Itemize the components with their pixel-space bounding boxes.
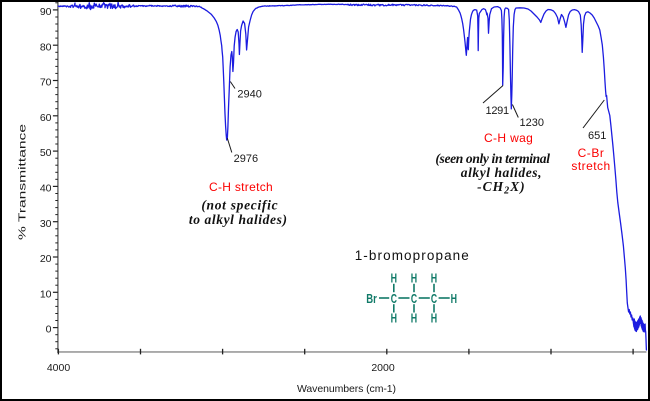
svg-text:H: H (431, 311, 437, 326)
svg-text:H: H (451, 291, 457, 306)
svg-text:20: 20 (40, 253, 52, 265)
svg-text:30: 30 (40, 218, 52, 230)
svg-text:2976: 2976 (234, 153, 258, 165)
svg-text:10: 10 (40, 288, 52, 300)
svg-text:C-H stretch: C-H stretch (209, 180, 273, 194)
svg-text:C: C (431, 291, 438, 306)
svg-text:H: H (431, 270, 437, 285)
svg-text:40: 40 (40, 183, 52, 195)
svg-text:Wavenumbers (cm-1): Wavenumbers (cm-1) (297, 383, 396, 395)
svg-text:Br: Br (366, 291, 377, 306)
svg-text:H: H (411, 270, 417, 285)
svg-text:60: 60 (40, 112, 52, 124)
svg-text:1-bromopropane: 1-bromopropane (355, 248, 470, 263)
svg-text:% Transmittance: % Transmittance (17, 124, 29, 240)
svg-text:1230: 1230 (520, 117, 544, 129)
svg-text:alkyl halides,: alkyl halides, (461, 165, 542, 180)
svg-text:0: 0 (46, 324, 52, 336)
svg-text:2000: 2000 (371, 362, 395, 374)
svg-text:C: C (411, 291, 418, 306)
svg-text:90: 90 (40, 6, 52, 18)
svg-text:to alkyl halides): to alkyl halides) (189, 212, 288, 227)
svg-text:80: 80 (40, 41, 52, 53)
svg-text:70: 70 (40, 77, 52, 89)
svg-text:2940: 2940 (237, 89, 261, 101)
svg-text:651: 651 (588, 130, 606, 142)
svg-text:H: H (411, 311, 417, 326)
svg-text:(seen only in terminal: (seen only in terminal (435, 151, 550, 166)
svg-text:4000: 4000 (47, 362, 71, 374)
svg-text:50: 50 (40, 147, 52, 159)
svg-text:C-H wag: C-H wag (484, 131, 533, 145)
svg-text:C-Br: C-Br (578, 146, 605, 160)
svg-text:1291: 1291 (486, 105, 509, 117)
svg-text:(not specific: (not specific (201, 198, 278, 213)
svg-text:H: H (391, 311, 397, 326)
svg-text:H: H (391, 270, 397, 285)
svg-text:stretch: stretch (571, 159, 610, 173)
svg-text:-CH2X): -CH2X) (477, 179, 526, 196)
svg-text:C: C (391, 291, 398, 306)
